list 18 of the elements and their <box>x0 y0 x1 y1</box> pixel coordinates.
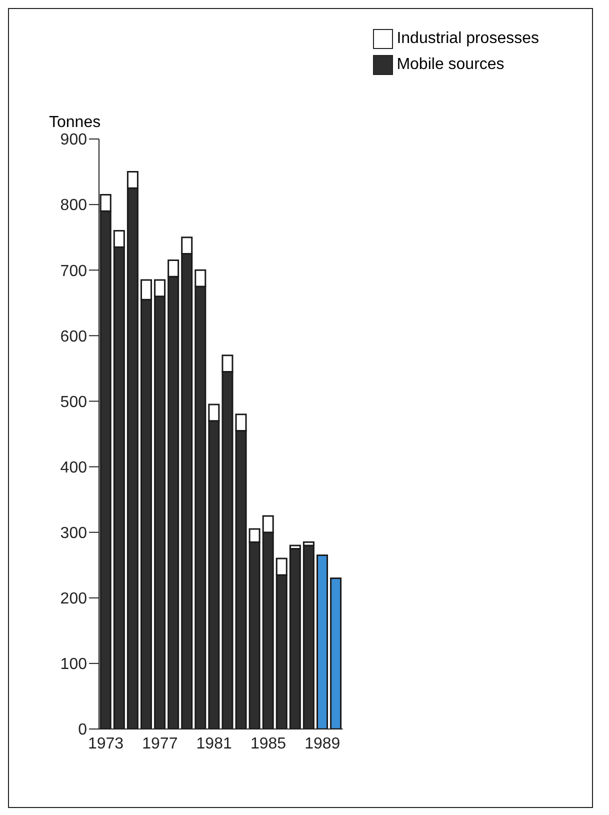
y-tick-label: 900 <box>60 132 88 149</box>
y-tick-label: 200 <box>60 590 88 608</box>
y-tick-label: 300 <box>60 525 88 542</box>
y-tick-label: 400 <box>60 459 88 476</box>
legend-label: Mobile sources <box>396 56 504 74</box>
y-tick-label: 0 <box>78 722 88 739</box>
y-tick-label: 500 <box>60 394 88 411</box>
x-tick-label: 1981 <box>196 735 232 752</box>
y-axis-title: Tonnes <box>49 114 101 132</box>
x-tick-label: 1977 <box>142 735 178 752</box>
y-tick-label: 600 <box>60 328 88 346</box>
x-tick-label: 1989 <box>304 735 340 752</box>
y-tick-label: 100 <box>60 656 88 674</box>
y-tick-label: 700 <box>60 262 88 280</box>
x-tick-label: 1985 <box>250 735 286 752</box>
legend-label: Industrial prosesses <box>396 30 539 48</box>
x-tick-label: 1973 <box>88 735 124 752</box>
y-tick-label: 800 <box>60 197 88 214</box>
